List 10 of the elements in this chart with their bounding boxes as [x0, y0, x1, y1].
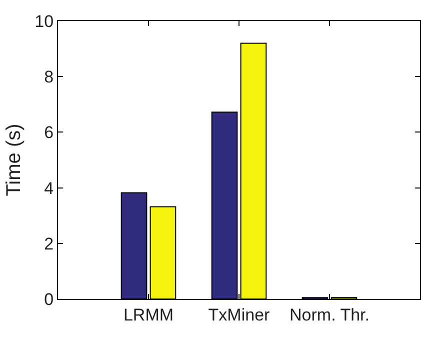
y-tick-label: 8 — [44, 68, 54, 87]
x-tick-label: TxMiner — [208, 305, 270, 324]
y-tick-label: 2 — [44, 234, 54, 254]
y-tick-label: 6 — [44, 123, 54, 142]
x-tick-label: LRMM — [123, 305, 174, 324]
y-tick-label: 10 — [34, 12, 54, 31]
y-tick-label: 0 — [44, 290, 54, 309]
y-tick-label: 4 — [44, 178, 54, 198]
x-tick-label: Norm. Thr. — [290, 305, 370, 324]
y-axis-title: Time (s) — [3, 124, 26, 196]
